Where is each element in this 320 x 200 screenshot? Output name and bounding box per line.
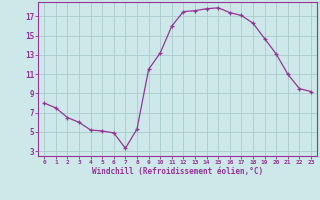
- X-axis label: Windchill (Refroidissement éolien,°C): Windchill (Refroidissement éolien,°C): [92, 167, 263, 176]
